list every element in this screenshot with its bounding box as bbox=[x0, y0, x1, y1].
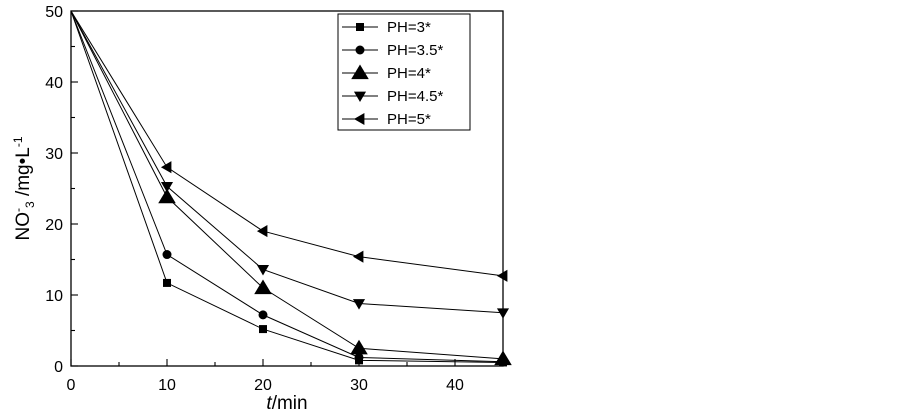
legend: PH=3* PH=3.5* PH=4* PH=4.5* PH=5* bbox=[337, 13, 471, 131]
series-4 bbox=[70, 10, 510, 319]
legend-label: PH=4* bbox=[387, 65, 431, 82]
x-tick-label: 10 bbox=[158, 377, 176, 394]
data-point bbox=[259, 325, 267, 334]
data-point bbox=[354, 352, 364, 362]
y-tick-label: 30 bbox=[45, 146, 63, 163]
legend-label: PH=5* bbox=[387, 111, 431, 128]
data-point bbox=[256, 225, 268, 238]
x-tick-label: 30 bbox=[350, 377, 368, 394]
legend-item: PH=5* bbox=[342, 111, 431, 128]
y-tick-label: 40 bbox=[45, 75, 63, 92]
x-tick-label: 40 bbox=[446, 377, 464, 394]
data-point bbox=[350, 339, 368, 355]
legend-label: PH=3.5* bbox=[387, 42, 443, 59]
y-tick-label: 10 bbox=[45, 288, 63, 305]
x-axis-title: t/min bbox=[266, 393, 307, 414]
data-point bbox=[352, 299, 366, 310]
y-axis-title: NO-3 /mg•L-1 bbox=[11, 136, 37, 240]
data-point bbox=[254, 279, 272, 295]
y-tick-label: 20 bbox=[45, 217, 63, 234]
data-point bbox=[162, 250, 172, 260]
y-tick-label: 0 bbox=[54, 359, 63, 376]
data-point bbox=[256, 265, 270, 276]
series-5 bbox=[70, 10, 508, 282]
legend-item: PH=4* bbox=[342, 64, 431, 82]
legend-item: PH=3* bbox=[342, 19, 431, 36]
data-point bbox=[160, 161, 172, 174]
legend-label: PH=3* bbox=[387, 19, 431, 36]
y-axis-title-unit-sup: -1 bbox=[11, 136, 25, 147]
data-point bbox=[496, 269, 508, 282]
x-axis-title-variable: t bbox=[266, 393, 272, 414]
data-point bbox=[258, 310, 268, 320]
series-group bbox=[70, 10, 512, 367]
legend-label: PH=4.5* bbox=[387, 88, 443, 105]
x-tick-label: 20 bbox=[254, 377, 272, 394]
y-axis-title-sup: - bbox=[11, 208, 25, 212]
legend-item: PH=4.5* bbox=[342, 88, 443, 105]
data-point bbox=[163, 278, 171, 287]
data-point bbox=[160, 181, 174, 193]
y-tick-label: 50 bbox=[45, 4, 63, 21]
data-point bbox=[494, 350, 512, 366]
x-axis-title-unit: /min bbox=[272, 393, 308, 414]
series-3 bbox=[70, 10, 512, 366]
legend-marker bbox=[356, 23, 364, 31]
legend-marker bbox=[353, 91, 367, 103]
data-point bbox=[352, 250, 364, 263]
data-point bbox=[496, 308, 510, 319]
legend-marker bbox=[351, 64, 369, 80]
x-tick-label: 0 bbox=[67, 377, 76, 394]
y-axis-title-rest: /mg•L bbox=[13, 147, 34, 201]
legend-marker bbox=[355, 45, 365, 55]
legend-item: PH=3.5* bbox=[342, 42, 443, 59]
y-axis-title-sub: 3 bbox=[23, 201, 37, 208]
legend-marker bbox=[353, 112, 365, 126]
y-axis-title-main: NO bbox=[13, 212, 34, 241]
axes: 0 10 20 30 40 0 10 20 30 40 50 t/min NO-3 /mg•L-1 bbox=[11, 4, 504, 414]
data-point bbox=[158, 188, 176, 204]
